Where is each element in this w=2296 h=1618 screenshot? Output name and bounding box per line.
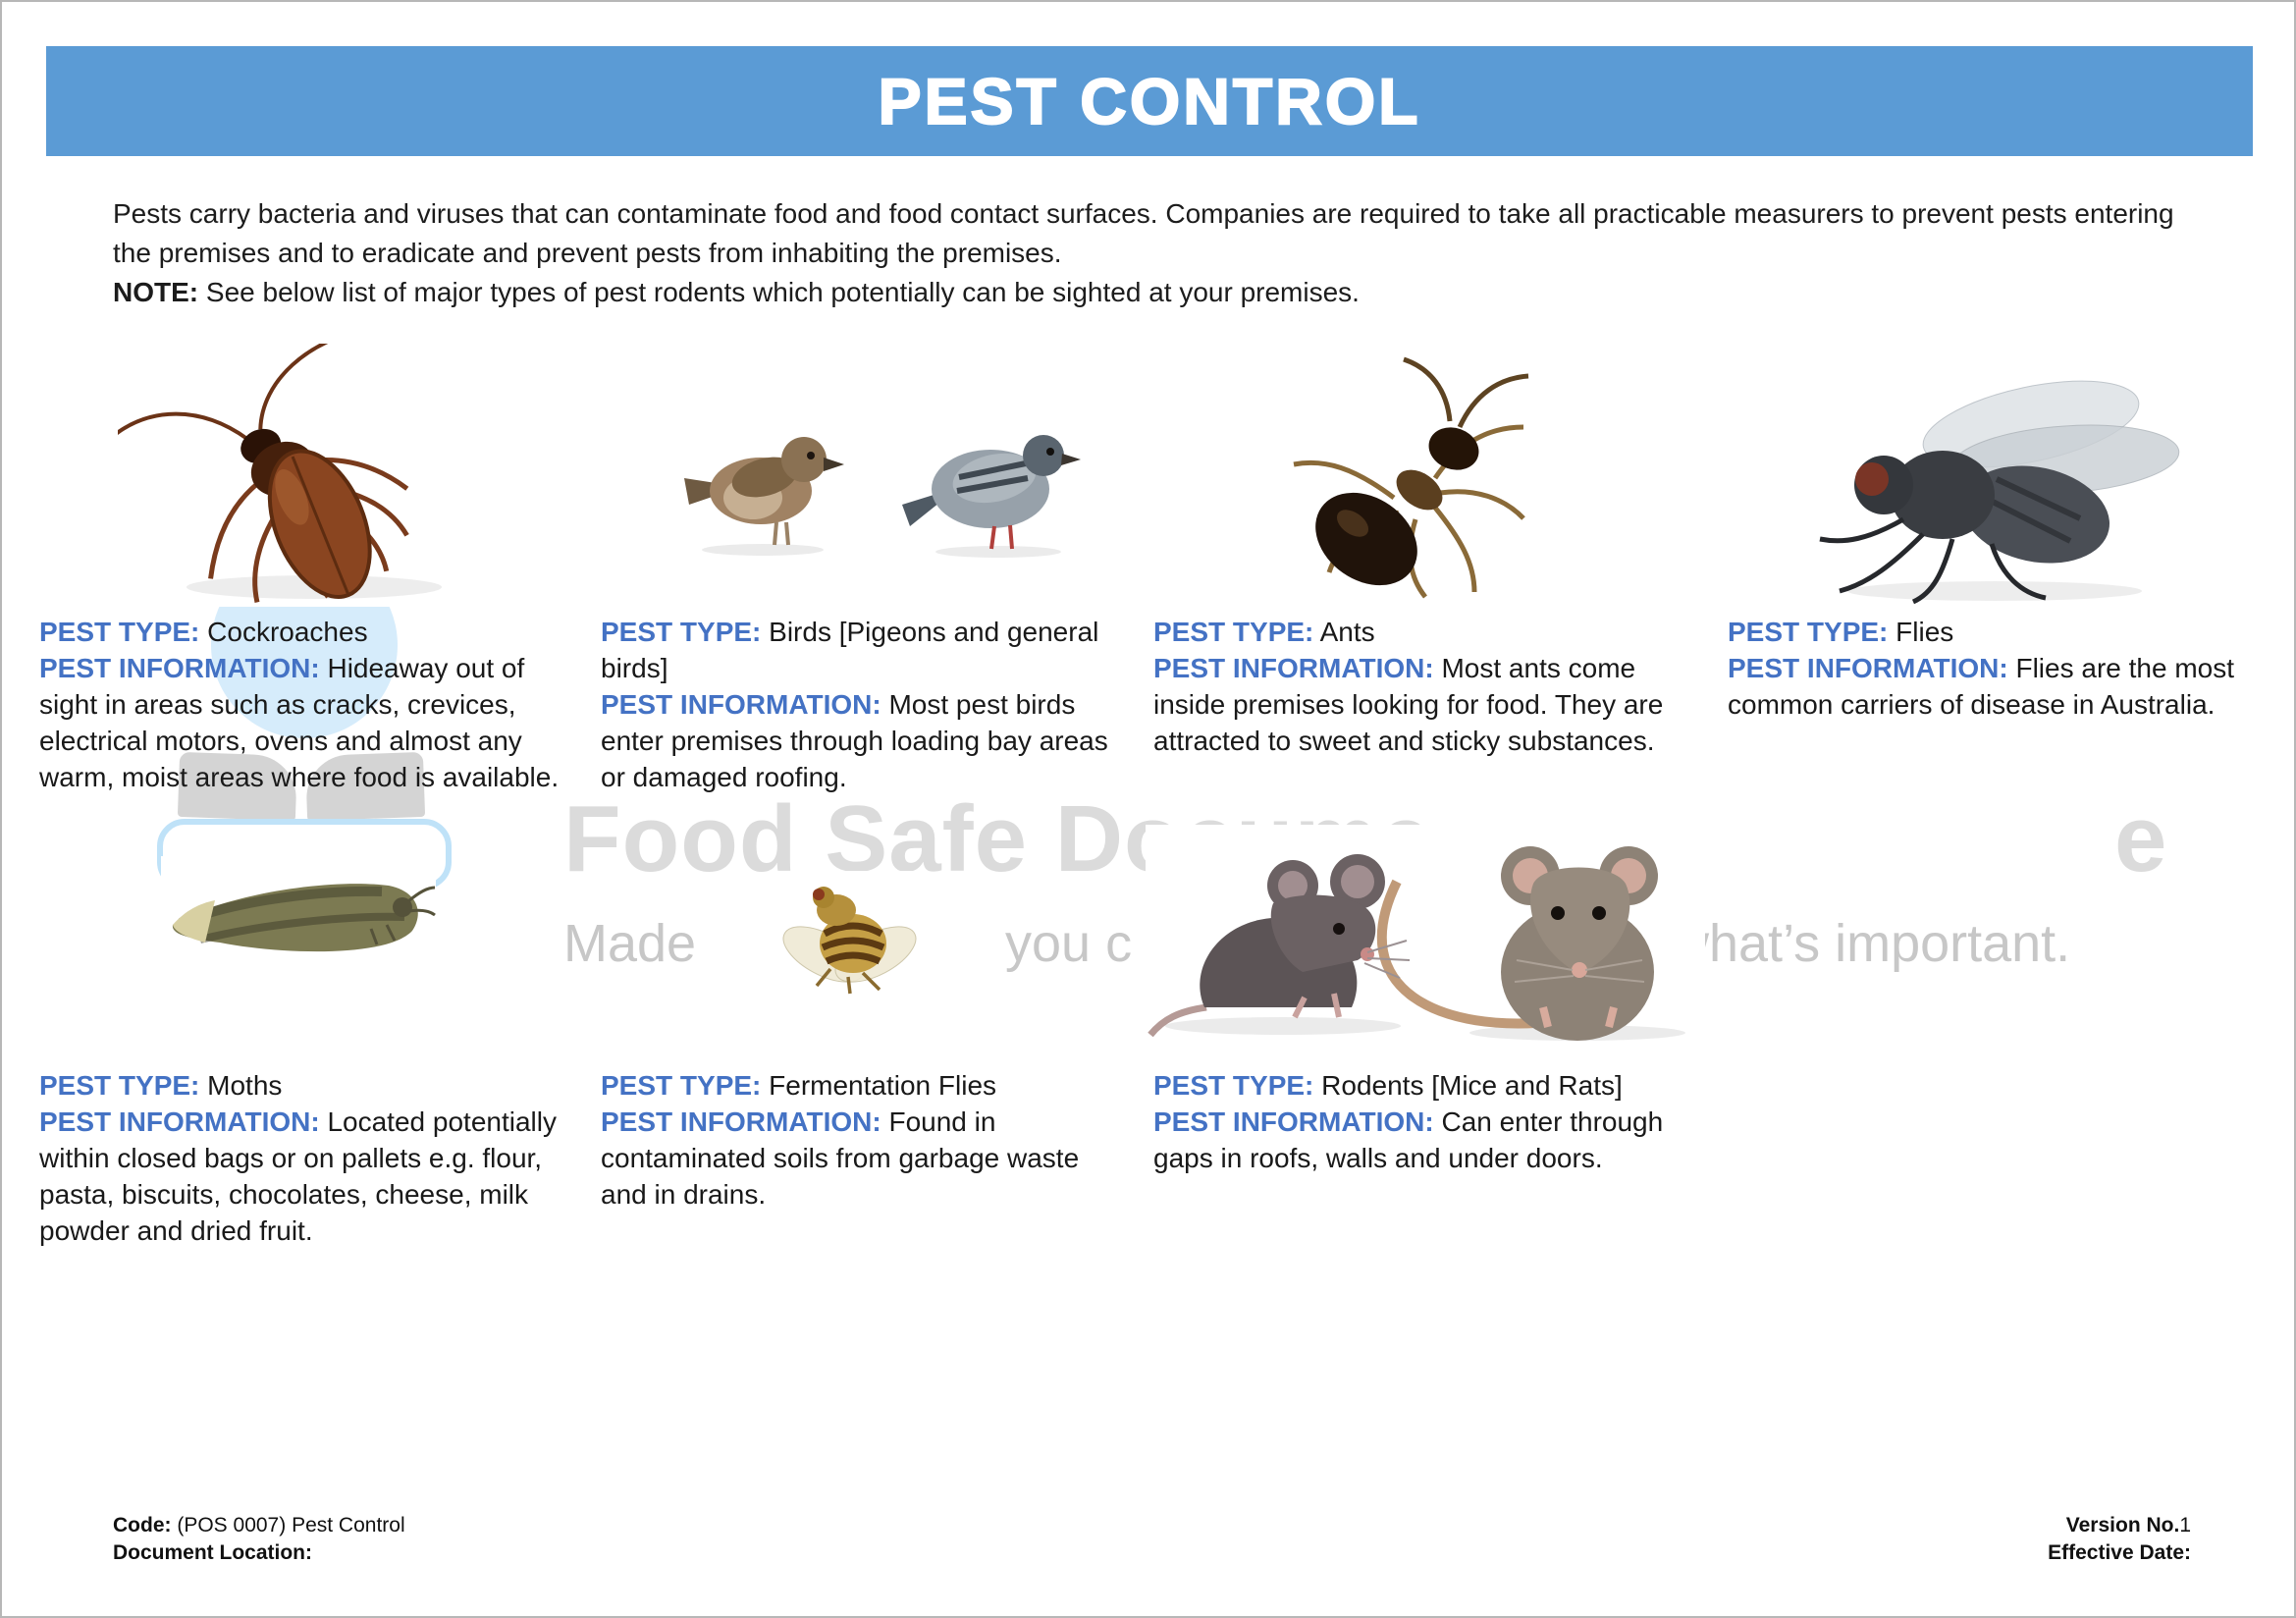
pest-info-value: Can enter through gaps in roofs, walls a… xyxy=(1153,1106,1664,1173)
pest-type-line: PEST TYPE: Rodents [Mice and Rats] xyxy=(1153,1067,1691,1104)
pest-type-label: PEST TYPE: xyxy=(39,1070,200,1101)
pest-type-line: PEST TYPE: Birds [Pigeons and general bi… xyxy=(601,614,1131,686)
fly-photo xyxy=(1784,346,2196,606)
ant-photo xyxy=(1276,351,1551,611)
pest-info-line: PEST INFORMATION: Located potentially wi… xyxy=(39,1104,581,1249)
pest-type-label: PEST TYPE: xyxy=(1153,1070,1314,1101)
pest-info-value: Hideaway out of sight in areas such as c… xyxy=(39,653,560,792)
pest-info-value: Found in contaminated soils from garbage… xyxy=(601,1106,1080,1210)
birds-photo xyxy=(645,385,1126,562)
pest-card-cockroaches: PEST TYPE: Cockroaches PEST INFORMATION:… xyxy=(39,614,581,795)
pest-info-label: PEST INFORMATION: xyxy=(39,1106,320,1137)
watermark-tagline-fragment-4: what’s important. xyxy=(1671,914,2071,973)
rat-tail xyxy=(1376,879,1559,1029)
pest-type-value: Moths xyxy=(207,1070,283,1101)
pest-info-value: Flies are the most common carriers of di… xyxy=(1728,653,2234,720)
pest-info-line: PEST INFORMATION: Found in contaminated … xyxy=(601,1104,1131,1213)
pest-type-line: PEST TYPE: Cockroaches xyxy=(39,614,581,650)
fermentation-fly-photo xyxy=(770,871,927,997)
pest-info-label: PEST INFORMATION: xyxy=(1728,653,2008,683)
intro-block: Pests carry bacteria and viruses that ca… xyxy=(113,194,2214,312)
code-line: Code: (POS 0007) Pest Control xyxy=(113,1512,405,1539)
version-line: Version No.1 xyxy=(2048,1512,2191,1539)
pest-info-line: PEST INFORMATION: Can enter through gaps… xyxy=(1153,1104,1691,1176)
pest-info-line: PEST INFORMATION: Most ants come inside … xyxy=(1153,650,1691,759)
watermark-tagline-fragment-1: Made xyxy=(563,914,697,973)
version-label: Version No. xyxy=(2065,1514,2180,1537)
cockroach-photo xyxy=(118,344,493,607)
code-label: Code: xyxy=(113,1514,172,1537)
watermark-tagline-fragment-2: you c xyxy=(1005,914,1133,973)
pest-type-value: Flies xyxy=(1896,617,1954,647)
pest-type-value: Ants xyxy=(1319,617,1375,647)
pest-type-value: Rodents [Mice and Rats] xyxy=(1321,1070,1623,1101)
pest-type-value: Birds [Pigeons and general birds] xyxy=(601,617,1099,683)
pest-card-birds: PEST TYPE: Birds [Pigeons and general bi… xyxy=(601,614,1131,795)
note-line: NOTE: See below list of major types of p… xyxy=(113,273,2214,312)
footer-right: Version No.1 Effective Date: xyxy=(2048,1512,2191,1567)
pest-info-label: PEST INFORMATION: xyxy=(39,653,320,683)
pest-card-flies: PEST TYPE: Flies PEST INFORMATION: Flies… xyxy=(1728,614,2248,723)
pest-card-rodents: PEST TYPE: Rodents [Mice and Rats] PEST … xyxy=(1153,1067,1691,1176)
document-location-line: Document Location: xyxy=(113,1539,405,1567)
code-value: (POS 0007) Pest Control xyxy=(177,1514,405,1537)
pest-type-value: Fermentation Flies xyxy=(769,1070,997,1101)
pest-info-line: PEST INFORMATION: Hideaway out of sight … xyxy=(39,650,581,795)
pest-card-moths: PEST TYPE: Moths PEST INFORMATION: Locat… xyxy=(39,1067,581,1249)
pest-info-label: PEST INFORMATION: xyxy=(1153,653,1434,683)
pest-info-line: PEST INFORMATION: Flies are the most com… xyxy=(1728,650,2248,723)
pest-type-label: PEST TYPE: xyxy=(601,617,762,647)
rat xyxy=(1501,846,1658,1041)
title-banner: PEST CONTROL xyxy=(46,46,2253,156)
note-text: See below list of major types of pest ro… xyxy=(205,277,1360,307)
pest-info-line: PEST INFORMATION: Most pest birds enter … xyxy=(601,686,1131,795)
version-value: 1 xyxy=(2179,1514,2191,1537)
page-title: PEST CONTROL xyxy=(877,64,1421,138)
intro-paragraph: Pests carry bacteria and viruses that ca… xyxy=(113,198,2174,268)
sparrow xyxy=(684,437,844,546)
pest-type-label: PEST TYPE: xyxy=(1728,617,1889,647)
note-label: NOTE: xyxy=(113,277,199,307)
pest-type-label: PEST TYPE: xyxy=(39,617,200,647)
pest-type-label: PEST TYPE: xyxy=(601,1070,762,1101)
pest-type-line: PEST TYPE: Flies xyxy=(1728,614,2248,650)
effective-date-label: Effective Date: xyxy=(2048,1541,2191,1564)
rodents-photo xyxy=(1146,825,1705,1043)
pest-type-line: PEST TYPE: Fermentation Flies xyxy=(601,1067,1131,1104)
pigeon xyxy=(902,435,1081,550)
document-location-label: Document Location: xyxy=(113,1541,312,1564)
watermark-title-fragment-2: e xyxy=(2114,786,2168,891)
pest-type-value: Cockroaches xyxy=(207,617,368,647)
pest-card-ants: PEST TYPE: Ants PEST INFORMATION: Most a… xyxy=(1153,614,1691,759)
pest-info-label: PEST INFORMATION: xyxy=(601,1106,881,1137)
moth-photo xyxy=(161,856,436,989)
pest-type-line: PEST TYPE: Ants xyxy=(1153,614,1691,650)
pest-type-label: PEST TYPE: xyxy=(1153,617,1314,647)
mouse xyxy=(1148,854,1411,1038)
effective-date-line: Effective Date: xyxy=(2048,1539,2191,1567)
pest-info-label: PEST INFORMATION: xyxy=(601,689,881,720)
pest-info-value: Most ants come inside premises looking f… xyxy=(1153,653,1664,756)
pest-info-value: Located potentially within closed bags o… xyxy=(39,1106,557,1246)
footer-left: Code: (POS 0007) Pest Control Document L… xyxy=(113,1512,405,1567)
pest-card-fermentation-flies: PEST TYPE: Fermentation Flies PEST INFOR… xyxy=(601,1067,1131,1213)
pest-info-value: Most pest birds enter premises through l… xyxy=(601,689,1108,792)
pest-info-label: PEST INFORMATION: xyxy=(1153,1106,1434,1137)
pest-type-line: PEST TYPE: Moths xyxy=(39,1067,581,1104)
